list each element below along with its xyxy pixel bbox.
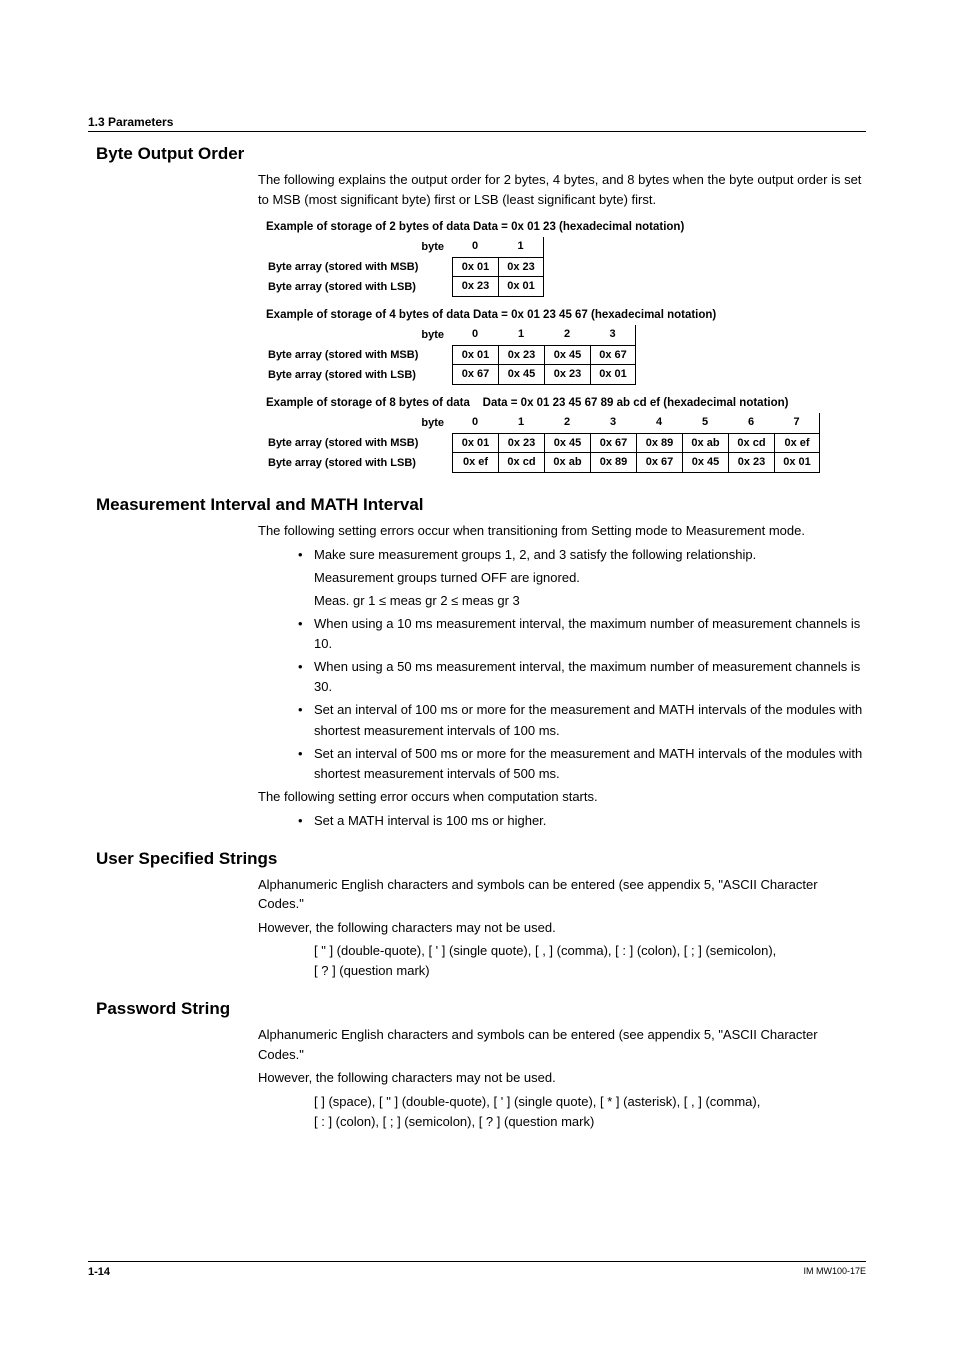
byte-block-2: byte 0 1 Byte array (stored with MSB) 0x… xyxy=(268,237,866,297)
page-footer: 1-14 IM MW100-17E xyxy=(88,1261,866,1278)
bullet-6: Set a MATH interval is 100 ms or higher. xyxy=(296,811,866,831)
section-number: 1.3 Parameters xyxy=(88,115,866,129)
us-chars-2: [ ? ] (question mark) xyxy=(296,961,866,981)
example-4-title: Example of storage of 4 bytes of data Da… xyxy=(266,309,866,321)
ps-p2: However, the following characters may no… xyxy=(258,1068,866,1088)
heading-user-strings: User Specified Strings xyxy=(88,849,866,869)
intro-text: The following explains the output order … xyxy=(258,170,866,209)
example-2-title: Example of storage of 2 bytes of data Da… xyxy=(266,221,866,233)
bullet-3: When using a 50 ms measurement interval,… xyxy=(296,657,866,697)
heading-byte-output-order: Byte Output Order xyxy=(88,144,866,164)
header-rule xyxy=(88,131,866,132)
us-chars-1: [ " ] (double-quote), [ ' ] (single quot… xyxy=(296,941,866,961)
us-p2: However, the following characters may no… xyxy=(258,918,866,938)
us-p1: Alphanumeric English characters and symb… xyxy=(258,875,866,914)
mi-intro: The following setting errors occur when … xyxy=(258,521,866,541)
bullet-1-cont-b: Meas. gr 1 ≤ meas gr 2 ≤ meas gr 3 xyxy=(296,591,866,611)
byte-block-4: byte 0 1 2 3 Byte array (stored with MSB… xyxy=(268,325,866,385)
heading-password-string: Password String xyxy=(88,999,866,1019)
ps-p1: Alphanumeric English characters and symb… xyxy=(258,1025,866,1064)
bullet-1-cont-a: Measurement groups turned OFF are ignore… xyxy=(296,568,866,588)
example-8-title: Example of storage of 8 bytes of data Da… xyxy=(266,397,866,409)
doc-id: IM MW100-17E xyxy=(803,1266,866,1278)
bullet-1: Make sure measurement groups 1, 2, and 3… xyxy=(296,545,866,565)
ps-chars-2: [ : ] (colon), [ ; ] (semicolon), [ ? ] … xyxy=(296,1112,866,1132)
heading-measurement-interval: Measurement Interval and MATH Interval xyxy=(88,495,866,515)
bullet-5: Set an interval of 500 ms or more for th… xyxy=(296,744,866,784)
byte-block-8: byte 0 1 2 3 4 5 6 7 Byte array (stored … xyxy=(268,413,866,473)
page-number: 1-14 xyxy=(88,1266,110,1278)
bullet-2: When using a 10 ms measurement interval,… xyxy=(296,614,866,654)
mi-post: The following setting error occurs when … xyxy=(258,787,866,807)
bullet-4: Set an interval of 100 ms or more for th… xyxy=(296,700,866,740)
ps-chars-1: [ ] (space), [ " ] (double-quote), [ ' ]… xyxy=(296,1092,866,1112)
